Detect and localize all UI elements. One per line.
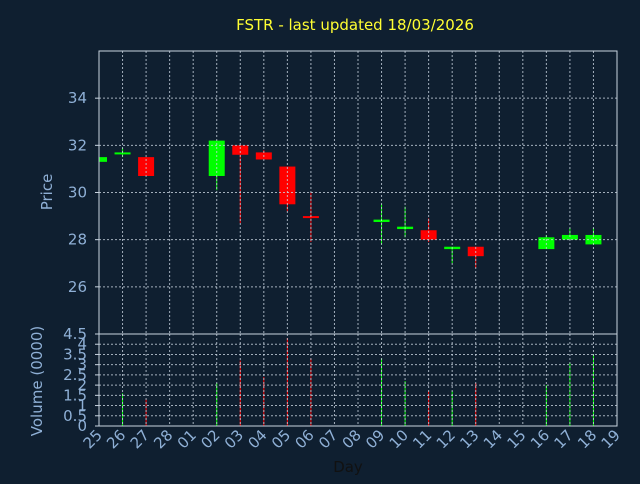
- volume-tick-label: 4.5: [63, 325, 87, 343]
- x-tick-label: 04: [244, 426, 270, 452]
- candle-body: [232, 145, 249, 155]
- x-tick-label: 03: [221, 426, 247, 452]
- x-tick-label: 06: [292, 426, 318, 452]
- x-tick-label: 27: [127, 426, 153, 452]
- axes: 262830323400.511.522.533.544.52526272801…: [63, 51, 624, 452]
- volume-tick-label: 0.5: [63, 407, 87, 425]
- chart-title: FSTR - last updated 18/03/2026: [236, 16, 474, 34]
- y-tick-label: 28: [68, 231, 87, 249]
- candle-body: [138, 157, 155, 176]
- candle-body: [114, 152, 131, 155]
- y-tick-label: 26: [68, 278, 87, 296]
- y-axis-label: Price: [38, 174, 56, 211]
- x-tick-label: 01: [174, 426, 200, 452]
- y-tick-label: 30: [68, 184, 87, 202]
- volume-tick-label: 2: [77, 376, 87, 394]
- price-panel: [99, 140, 602, 268]
- volume-tick-label: 0: [77, 417, 87, 435]
- x-tick-label: 09: [362, 426, 388, 452]
- volume-tick-label: 3.5: [63, 345, 87, 363]
- volume-tick-label: 1: [77, 397, 87, 415]
- x-tick-label: 19: [598, 426, 624, 452]
- x-tick-label: 08: [339, 426, 365, 452]
- x-tick-label: 17: [551, 426, 577, 452]
- x-tick-label: 12: [433, 426, 459, 452]
- x-tick-label: 11: [409, 426, 435, 452]
- candle-body: [99, 157, 107, 162]
- candle-body: [208, 140, 225, 176]
- volume-tick-label: 4: [77, 335, 87, 353]
- x-tick-label: 14: [480, 426, 506, 452]
- x-tick-label: 13: [456, 426, 482, 452]
- candle-body: [302, 216, 319, 219]
- x-tick-label: 26: [103, 426, 129, 452]
- volume-tick-label: 3: [77, 356, 87, 374]
- x-tick-label: 15: [503, 426, 529, 452]
- x-tick-label: 28: [150, 426, 176, 452]
- y-tick-label: 34: [68, 89, 87, 107]
- candle-body: [420, 230, 437, 240]
- volume-frame: [98, 333, 618, 427]
- x-tick-label: 02: [197, 426, 223, 452]
- y-tick-label: 32: [68, 136, 87, 154]
- x-axis-label: Day: [333, 458, 363, 476]
- x-tick-label: 16: [527, 426, 553, 452]
- volume-tick-label: 2.5: [63, 366, 87, 384]
- x-tick-label: 05: [268, 426, 294, 452]
- volume-axis-label: Volume (0000): [28, 326, 46, 436]
- x-tick-label: 10: [386, 426, 412, 452]
- volume-tick-label: 1.5: [63, 386, 87, 404]
- x-tick-label: 18: [574, 426, 600, 452]
- x-tick-label: 07: [315, 426, 341, 452]
- candle-body: [279, 166, 296, 205]
- candle-body: [561, 234, 578, 240]
